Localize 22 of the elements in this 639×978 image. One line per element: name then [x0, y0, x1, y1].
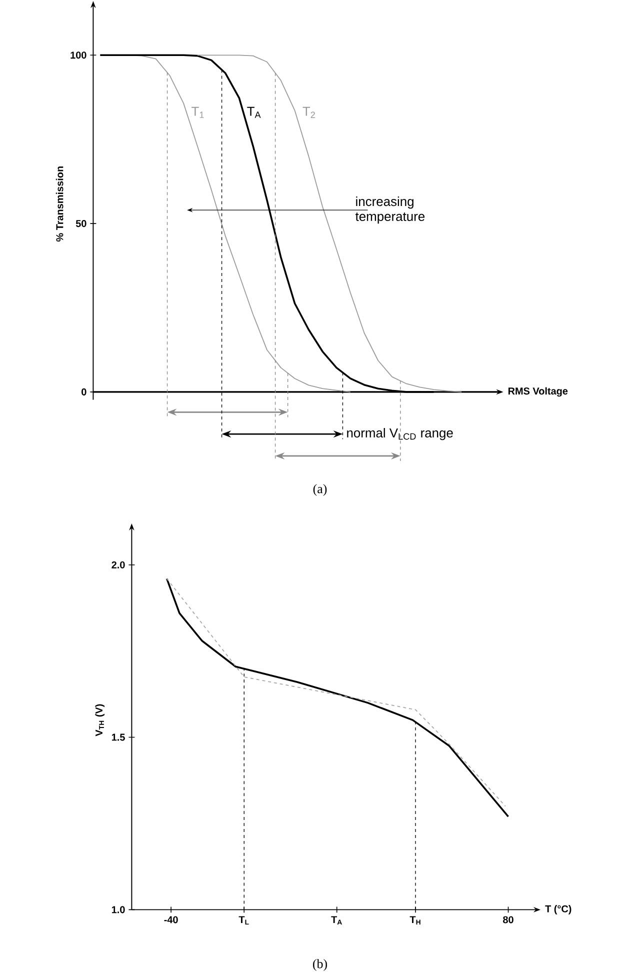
y-tick-label: 100: [70, 52, 86, 59]
annotation: increasing temperature: [355, 196, 425, 224]
series-label: T$_{2}$: [302, 106, 315, 118]
text: normal V$_{LCD}$ range: [347, 428, 453, 440]
x-tick-label: T$_{L}$: [238, 916, 249, 925]
y-axis-title: V$_{TH}$ (V): [95, 704, 104, 736]
text: (a): [313, 484, 327, 496]
y-tick-label: 50: [76, 220, 86, 228]
x-tick-label: T$_{A}$: [331, 916, 342, 925]
x-axis-title: T (°C): [545, 905, 572, 914]
y-tick-label: 1.0: [112, 906, 125, 914]
y-tick-label: 2.0: [112, 561, 125, 568]
x-tick-label: -40: [164, 916, 178, 924]
series-label: T$_{A}$: [247, 106, 261, 118]
y-axis-title: % Transmission: [56, 166, 64, 242]
x-axis-title: RMS Voltage: [508, 387, 568, 397]
text: (b): [313, 959, 327, 971]
y-tick-label: 1.5: [112, 734, 125, 741]
y-tick-label: 0: [82, 388, 86, 396]
x-tick-label: 80: [503, 916, 514, 924]
x-tick-label: T$_{H}$: [410, 916, 420, 925]
series-label: T$_{1}$: [192, 106, 204, 118]
